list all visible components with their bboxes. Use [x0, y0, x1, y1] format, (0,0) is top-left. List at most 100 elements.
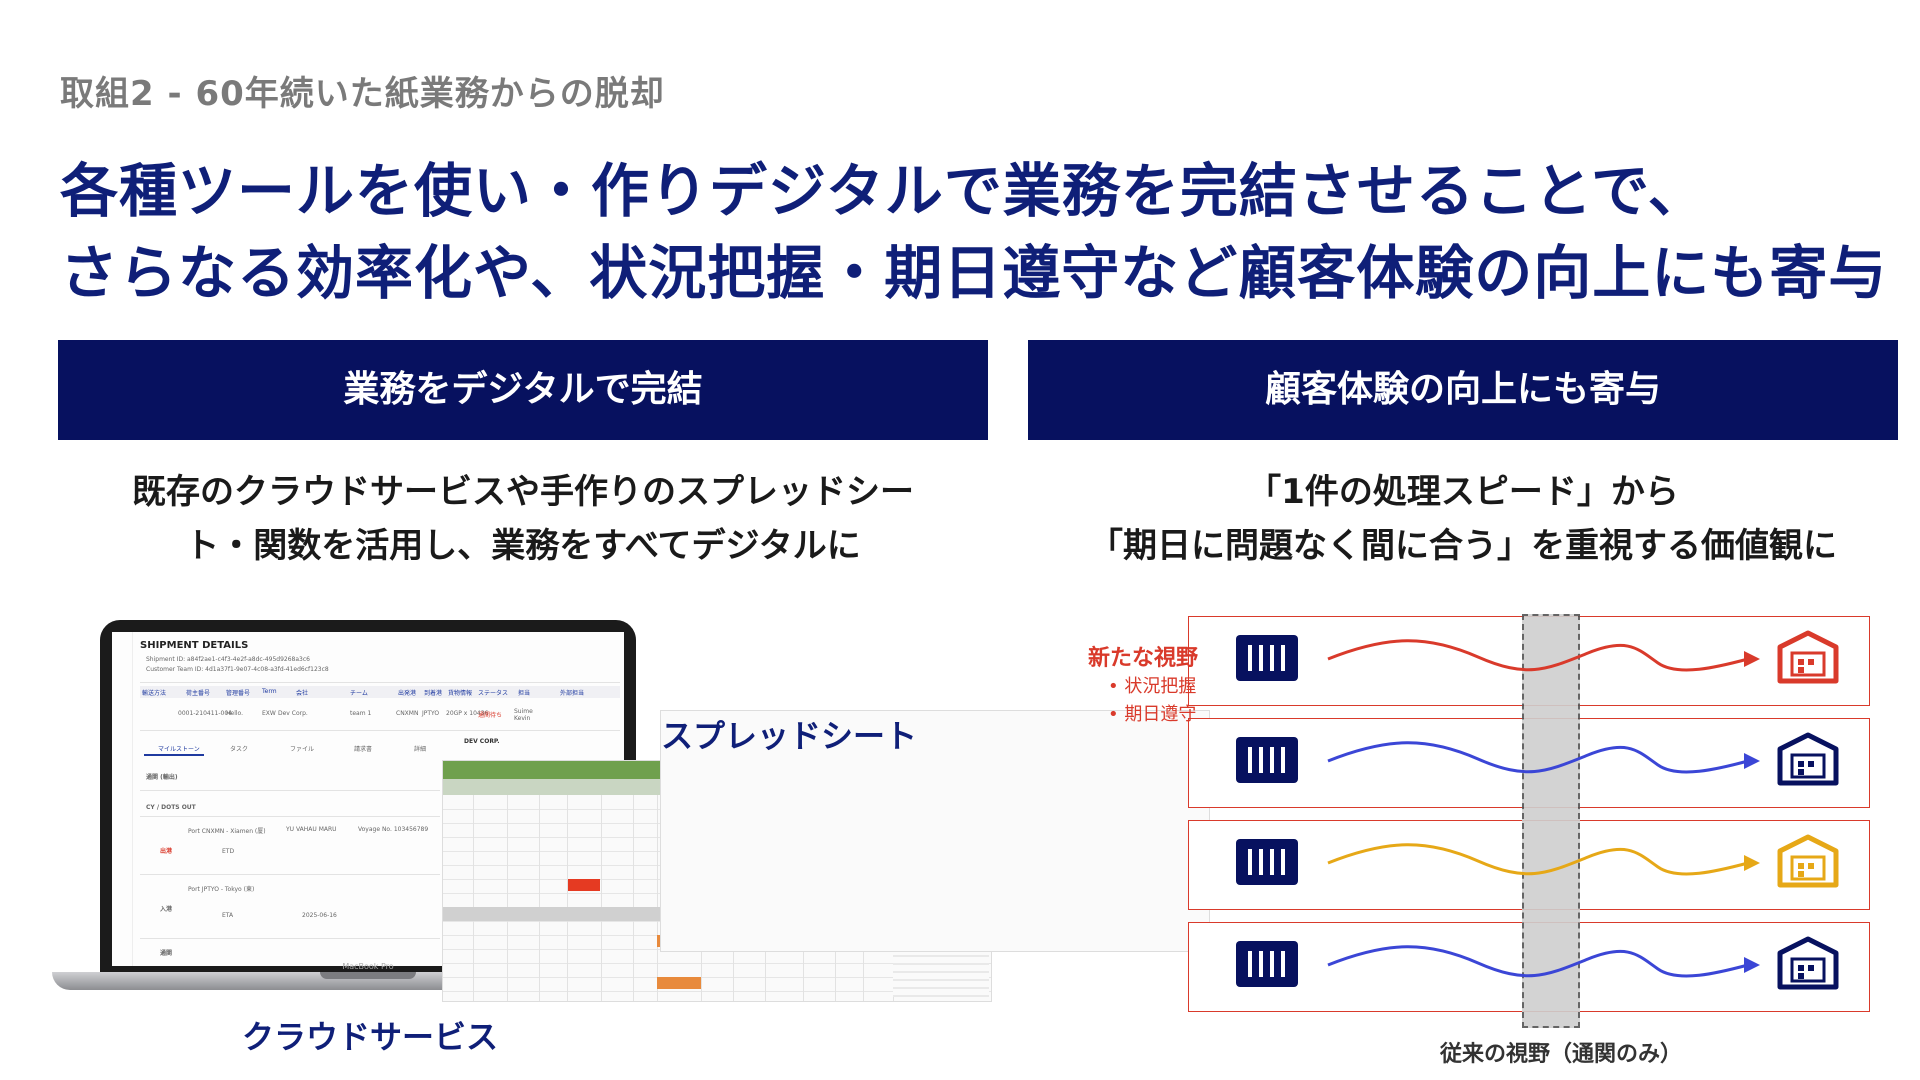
- tab-tasks[interactable]: タスク: [230, 746, 249, 753]
- screen-table-header-11: 担当: [518, 690, 531, 697]
- screen-divider: [140, 682, 620, 683]
- row-cell-from: CNXMN: [396, 710, 419, 717]
- screen-table-header-1: 輸送方法: [142, 690, 167, 697]
- warehouse-icon: [1777, 732, 1839, 786]
- laptop-brand: MacBook Pro: [342, 962, 394, 971]
- shipment-details-title: SHIPMENT DETAILS: [140, 640, 249, 651]
- screen-divider-2: [140, 730, 620, 731]
- right-description-line-2: 「期日に問題なく間に合う」を重視する価値観に: [1089, 526, 1837, 566]
- screen-table-header-4: Term: [262, 688, 277, 695]
- row-status-badge: 通関待ち: [478, 712, 503, 719]
- spreadsheet-column-line: [539, 795, 540, 1001]
- screen-table-header-2: 荷主番号: [186, 690, 211, 697]
- flow-line: [1327, 843, 1749, 876]
- row-cell-cargo: 20GP x 10436: [446, 710, 489, 717]
- row-cell-note: Hello.: [226, 710, 244, 717]
- row-cell-owner: Suime Kevin: [514, 708, 533, 722]
- cloud-service-caption: クラウドサービス: [242, 1018, 499, 1056]
- spreadsheet-orange-cell-2: [657, 977, 701, 989]
- spreadsheet-column-line: [657, 795, 658, 1001]
- etd-label: ETD: [222, 848, 235, 855]
- conventional-view-zone: [1522, 614, 1580, 1028]
- milestone-divider-2: [140, 816, 440, 817]
- flow-line: [1327, 741, 1749, 774]
- flow-arrowhead: [1744, 855, 1760, 871]
- spreadsheet-row: [443, 949, 991, 964]
- spreadsheet-column-line: [601, 795, 602, 1001]
- milestone-divider-3: [140, 874, 440, 875]
- flow-arrowhead: [1744, 651, 1760, 667]
- screen-table-header-12: 外部担当: [560, 690, 585, 697]
- milestone-export-customs: 通関 (輸出): [146, 774, 178, 781]
- row-cell-team: team 1: [350, 710, 372, 717]
- tab-milestones[interactable]: マイルストーン: [158, 746, 200, 753]
- warehouse-icon: [1777, 630, 1839, 684]
- left-description-line-1: 既存のクラウドサービスや手作りのスプレッドシー: [132, 472, 914, 512]
- screen-table-header: [140, 686, 620, 698]
- row-cell-term: EXW: [262, 710, 276, 717]
- screen-table-header-9: 貨物情報: [448, 690, 473, 697]
- right-description-line-1: 「1件の処理スピード」から: [1247, 472, 1679, 512]
- active-tab-indicator: [144, 754, 204, 756]
- row-cell-ref[interactable]: 0001-210411-004: [178, 710, 232, 717]
- eta-date: 2025-06-16: [302, 912, 337, 919]
- port-to: Port JPTYO - Tokyo (東): [188, 886, 255, 893]
- screen-table-header-7: 出発港: [398, 690, 417, 697]
- flow-line: [1327, 639, 1749, 672]
- tab-details[interactable]: 詳細: [414, 746, 427, 753]
- milestone-cy-out: CY / DOTS OUT: [146, 804, 196, 811]
- milestone-arrival: 入港: [160, 906, 173, 913]
- container-icon: [1236, 737, 1298, 783]
- row-cell-to: JPTYO: [422, 710, 440, 717]
- voyage-number: Voyage No. 103456789: [358, 826, 429, 833]
- shipment-id: Shipment ID: a84f2ae1-c4f3-4e2f-a8dc-495…: [146, 656, 310, 663]
- spreadsheet-column-line: [507, 795, 508, 1001]
- tab-invoices[interactable]: 請求書: [354, 746, 373, 753]
- port-from: Port CNXMN - Xiamen (厦): [188, 828, 266, 835]
- flow-arrowhead: [1744, 957, 1760, 973]
- spreadsheet-column-line: [633, 795, 634, 1001]
- spreadsheet-column-line: [473, 795, 474, 1001]
- screen-sidebar: [112, 632, 133, 966]
- milestone-divider-4: [140, 938, 440, 939]
- new-view-item-1-label: 状況把握: [1124, 676, 1197, 697]
- container-icon: [1236, 839, 1298, 885]
- milestone-departure: 出港: [160, 848, 173, 855]
- row-cell-company: Dev Corp.: [278, 710, 308, 717]
- warehouse-icon: [1777, 834, 1839, 888]
- milestone-customs: 通関: [160, 950, 173, 957]
- screen-table-header-10: ステータス: [478, 690, 509, 697]
- eyebrow-title: 取組2 - 60年続いた紙業務からの脱却: [60, 74, 665, 114]
- spreadsheet-row: [443, 977, 991, 992]
- milestone-divider-1: [140, 790, 440, 791]
- spreadsheet-row: [443, 963, 991, 978]
- headline-line-1: 各種ツールを使い・作りデジタルで業務を完結させることで、: [60, 157, 1707, 225]
- container-icon: [1236, 635, 1298, 681]
- tab-files[interactable]: ファイル: [290, 746, 315, 753]
- new-view-title: 新たな視野: [1088, 646, 1199, 671]
- spreadsheet-caption: スプレッドシート: [660, 710, 1210, 952]
- left-description-line-2: ト・関数を活用し、業務をすべてデジタルに: [185, 526, 861, 566]
- container-icon: [1236, 941, 1298, 987]
- laptop-notch: [320, 972, 416, 979]
- left-description: 既存のクラウドサービスや手作りのスプレッドシー ト・関数を活用し、業務をすべてデ…: [58, 465, 988, 573]
- spreadsheet-red-cell: [568, 879, 600, 891]
- warehouse-icon: [1777, 936, 1839, 990]
- screen-table-header-8: 到着港: [424, 690, 443, 697]
- new-view-item-2: • 期日遵守: [1108, 704, 1197, 725]
- right-section-header: 顧客体験の向上にも寄与: [1028, 340, 1898, 440]
- screen-table-header-5: 会社: [296, 690, 309, 697]
- flow-diagram: [1236, 630, 1839, 990]
- side-panel-company: DEV CORP.: [464, 738, 500, 745]
- flow-line: [1327, 945, 1749, 978]
- eta-label: ETA: [222, 912, 234, 919]
- new-view-item-2-label: 期日遵守: [1124, 704, 1197, 725]
- conventional-view-caption: 従来の視野（通関のみ）: [1440, 1042, 1683, 1067]
- headline: 各種ツールを使い・作りデジタルで業務を完結させることで、 さらなる効率化や、状況…: [60, 150, 1887, 314]
- right-description: 「1件の処理スピード」から 「期日に問題なく間に合う」を重視する価値観に: [1028, 465, 1898, 573]
- screen-table-header-3: 管理番号: [226, 690, 251, 697]
- spreadsheet-column-line: [567, 795, 568, 1001]
- customer-team-id: Customer Team ID: 4d1a37f1-9e07-4c08-a3f…: [146, 666, 329, 673]
- left-section-header: 業務をデジタルで完結: [58, 340, 988, 440]
- flow-arrowhead: [1744, 753, 1760, 769]
